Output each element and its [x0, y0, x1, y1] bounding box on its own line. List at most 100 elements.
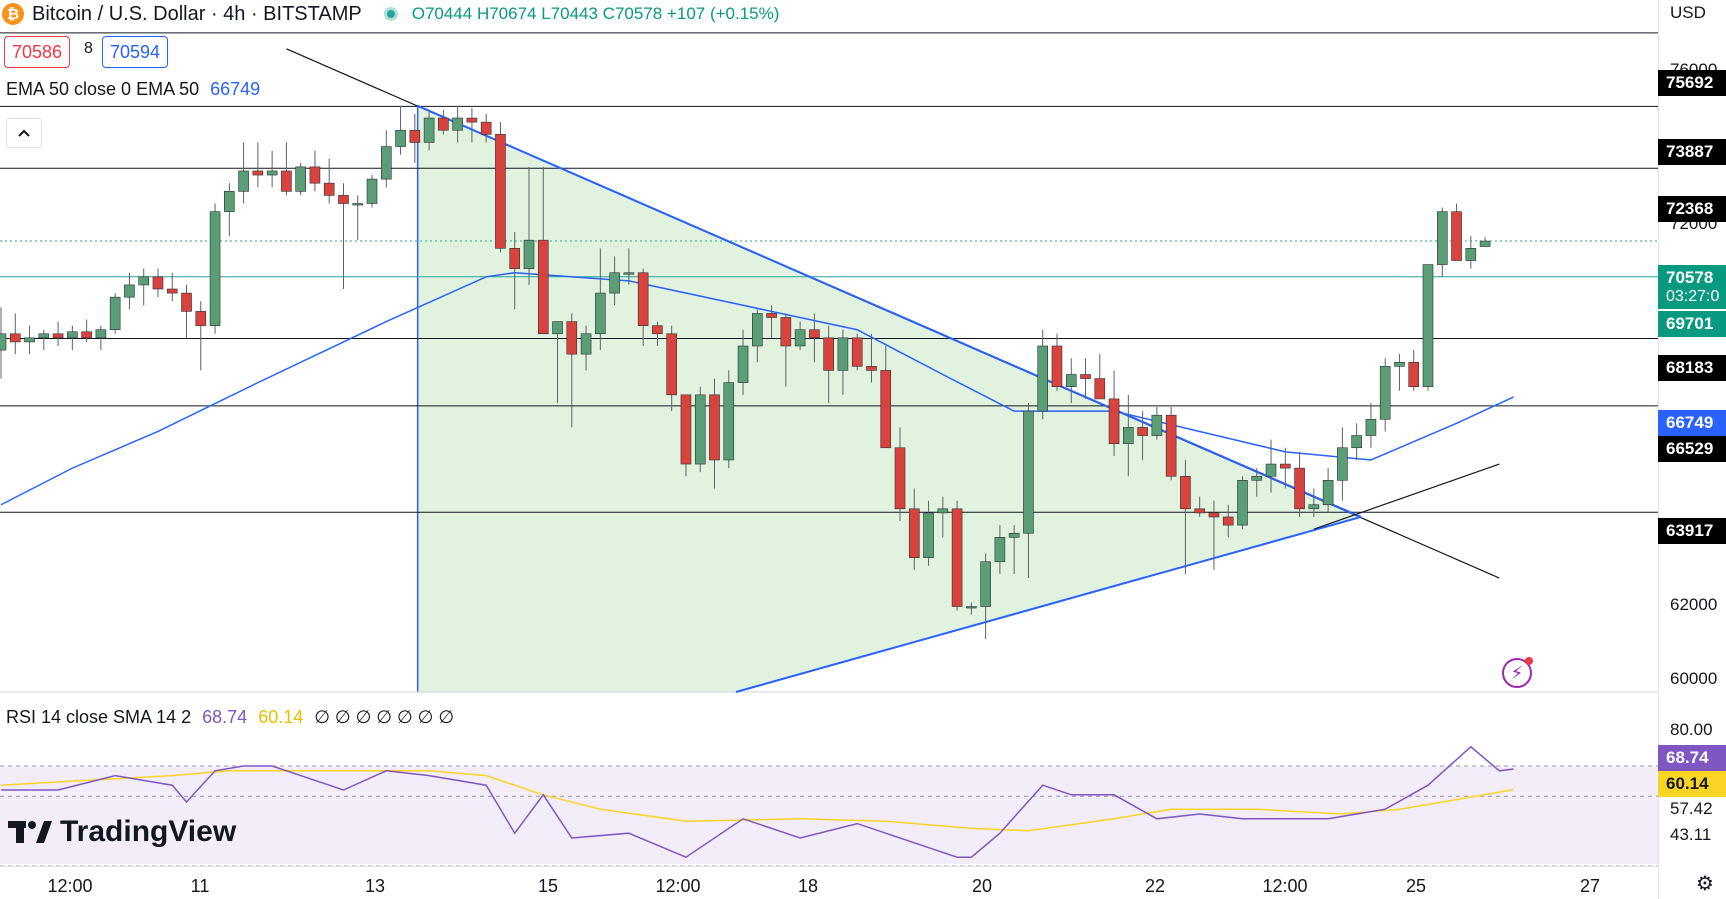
candle-body [452, 117, 463, 131]
candle-body [1365, 418, 1377, 436]
candle-body [1123, 427, 1134, 444]
candle-body [937, 508, 949, 514]
ema-legend[interactable]: EMA 50 close 0 EMA 50 66749 [6, 79, 260, 100]
candle-body [866, 366, 877, 371]
candle-body [1322, 480, 1334, 506]
gear-icon[interactable]: ⚙ [1696, 873, 1714, 895]
candle-body [566, 321, 578, 355]
candle-body [666, 333, 677, 396]
candle-body [423, 117, 435, 143]
price-chart[interactable] [0, 0, 1658, 899]
candle-body [780, 317, 792, 347]
candle-body [951, 508, 963, 607]
candle-body [0, 333, 7, 351]
market-open-indicator [383, 7, 398, 21]
time-tick: 12:00 [47, 876, 93, 896]
candle-body [723, 382, 735, 461]
time-tick: 12:00 [1262, 876, 1308, 896]
candle-body [809, 329, 820, 339]
candle-body [509, 248, 521, 269]
rsi-sma-legend-value: 60.14 [258, 707, 304, 727]
candle-body [1151, 414, 1163, 436]
symbol-title[interactable]: Bitcoin / U.S. Dollar · 4h · BITSTAMP [32, 2, 362, 25]
rsi-empty-values: ∅ ∅ ∅ ∅ ∅ ∅ ∅ [314, 707, 455, 727]
candle-body [923, 512, 934, 558]
candle-body [537, 239, 549, 335]
rsi-sma-line [0, 770, 1514, 832]
sell-price-button[interactable]: 70586 [4, 36, 70, 68]
time-tick: 27 [1579, 876, 1601, 896]
candle-body [894, 447, 906, 510]
rsi-tick: 57.42 [1670, 799, 1713, 818]
tradingview-logo-icon [8, 821, 52, 843]
candle-body [495, 134, 506, 249]
candle-body [95, 329, 107, 339]
rsi-legend[interactable]: RSI 14 close SMA 14 2 68.74 60.14 ∅ ∅ ∅ … [6, 707, 454, 728]
candle-body [1280, 463, 1291, 469]
candle-body [1208, 512, 1220, 518]
tradingview-logo[interactable]: TradingView [8, 815, 236, 849]
candle-body [1351, 435, 1362, 449]
candle-body [209, 211, 221, 326]
candle-body [837, 337, 849, 371]
ema-legend-value: 66749 [210, 79, 261, 99]
buy-price-button[interactable]: 70594 [102, 36, 168, 68]
candle-body [323, 182, 335, 196]
ema-legend-label: EMA 50 close 0 EMA 50 [6, 79, 200, 99]
level-tag: 72368 [1658, 196, 1726, 222]
candle-body [309, 166, 321, 184]
candle-body [1222, 516, 1234, 526]
rsi-tick: 80.00 [1670, 720, 1713, 739]
candle-body [1137, 427, 1148, 436]
candle-body [124, 284, 135, 298]
candle-body [523, 239, 535, 269]
candle-body [1180, 475, 1191, 510]
bar-countdown: 03:27:0 [1666, 288, 1720, 305]
candle-body [1165, 414, 1177, 477]
level-tag: 68183 [1658, 355, 1726, 381]
candle-body [195, 311, 207, 326]
candle-body [794, 329, 806, 347]
rsi-tick: 43.11 [1670, 825, 1712, 844]
candle-body [152, 276, 164, 290]
candle-body [1379, 366, 1391, 420]
candle-body [595, 292, 606, 335]
ascending-trendline [1313, 463, 1500, 530]
candle-body [680, 394, 692, 465]
time-tick: 15 [537, 876, 559, 896]
level-tag: 73887 [1658, 139, 1726, 165]
candle-body [1065, 374, 1077, 388]
candle-body [609, 272, 620, 294]
currency-label[interactable]: USD [1670, 3, 1706, 22]
candle-body [1008, 532, 1020, 538]
candle-body [823, 337, 834, 371]
time-tick: 22 [1144, 876, 1166, 896]
level-tag: 69701 [1658, 311, 1726, 337]
candle-body [652, 325, 663, 335]
candle-body [623, 272, 635, 275]
time-axis-divider [0, 866, 1658, 867]
price-tick: 62000 [1670, 595, 1718, 614]
candle-body [908, 508, 920, 558]
lightning-icon[interactable]: ⚡ [1502, 657, 1533, 688]
candle-body [851, 337, 863, 367]
level-tag: 66529 [1658, 436, 1726, 462]
candle-body [994, 537, 1006, 563]
candle-body [109, 296, 121, 331]
rsi-legend-label: RSI 14 close SMA 14 2 [6, 707, 192, 727]
candle-body [38, 333, 50, 339]
collapse-legend-button[interactable] [6, 118, 42, 148]
candle-body [1251, 475, 1263, 481]
candle-body [81, 331, 92, 339]
candle-body [752, 313, 763, 347]
candle-body [637, 272, 649, 326]
candle-body [1308, 504, 1320, 510]
rsi-tag: 68.74 [1658, 745, 1726, 771]
triangle-upper-edge [417, 104, 1362, 518]
candle-body [181, 292, 192, 312]
candle-body [281, 170, 292, 192]
candle-body [580, 333, 592, 355]
candle-body [295, 166, 306, 192]
time-tick: 12:00 [655, 876, 701, 896]
candle-body [138, 276, 149, 286]
